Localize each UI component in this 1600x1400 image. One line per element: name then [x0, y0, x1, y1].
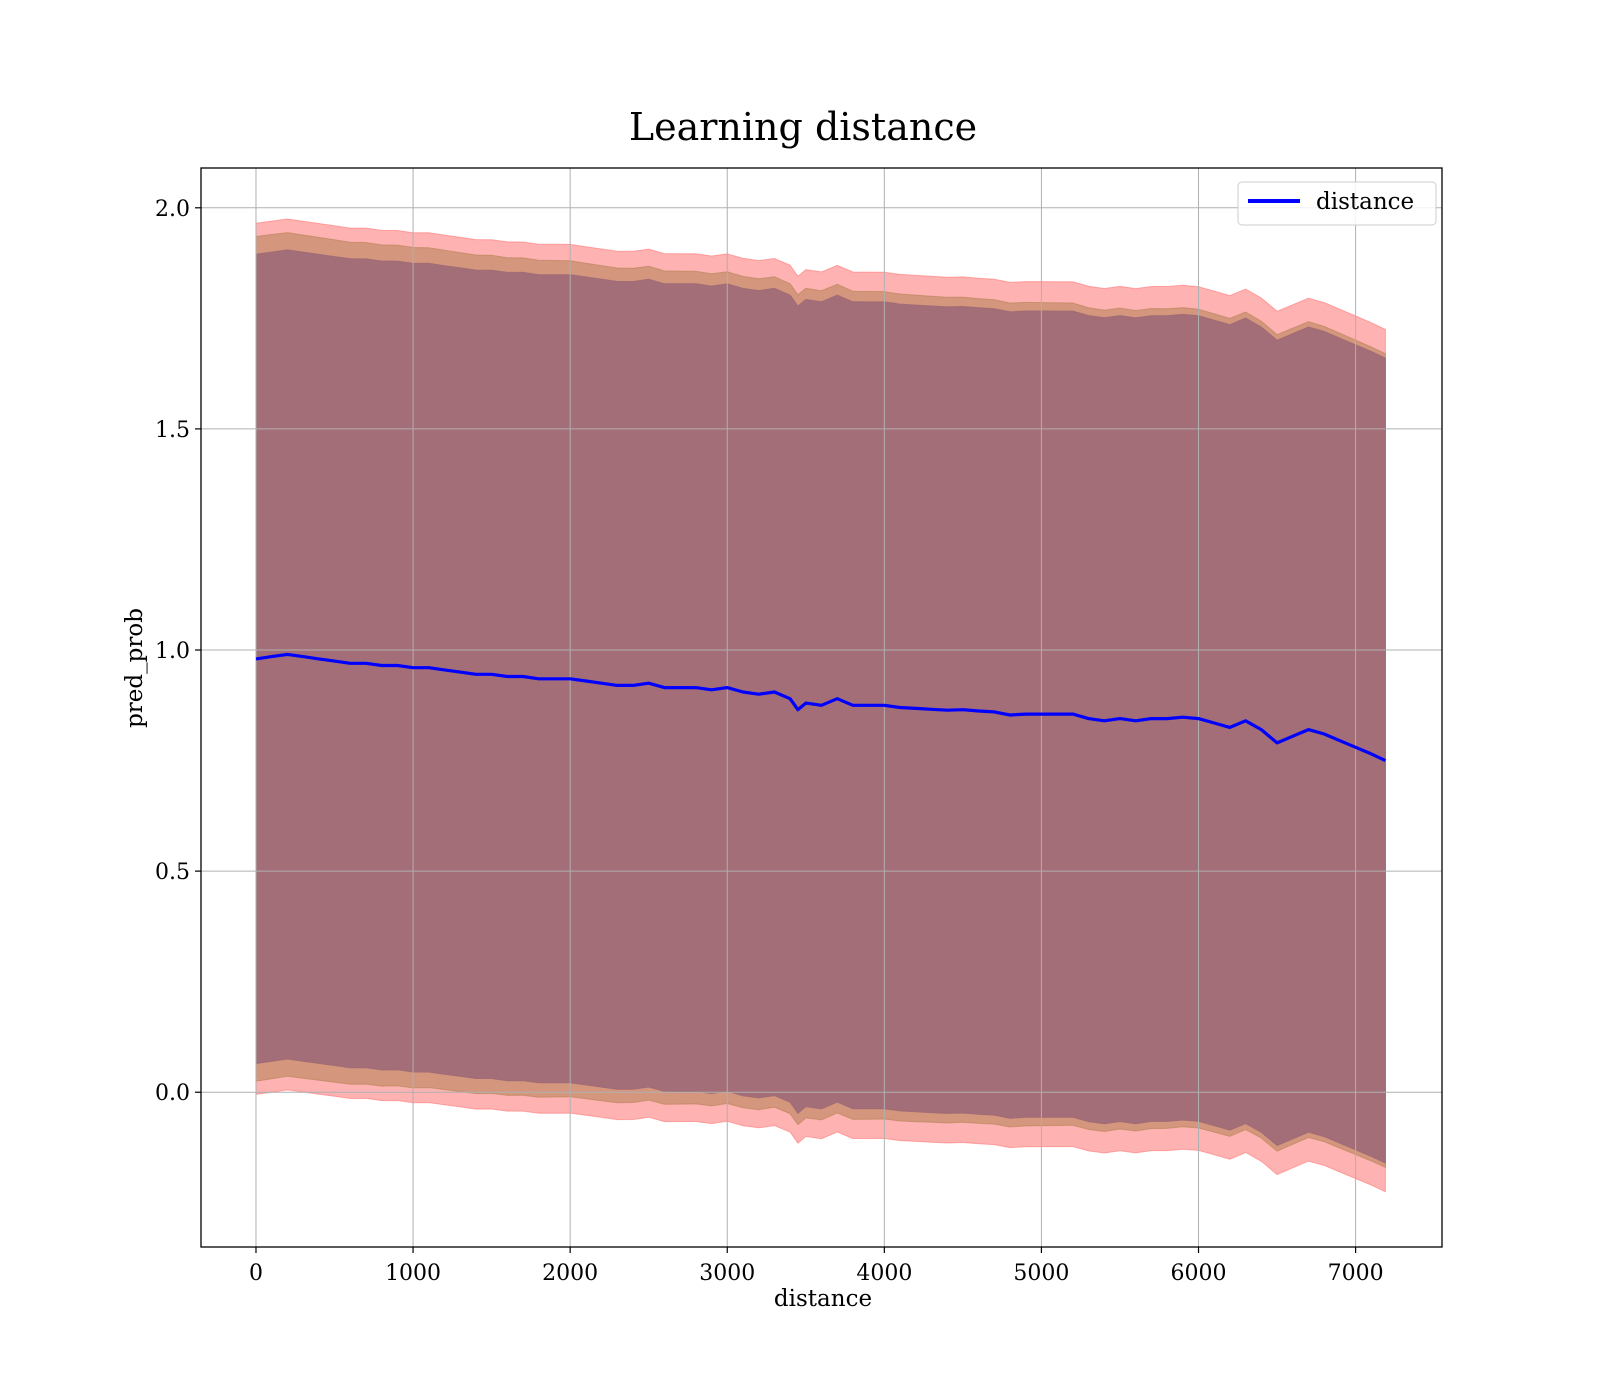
x-tick-label: 1000: [385, 1261, 441, 1286]
axes-frame: [200, 167, 1443, 1248]
x-tick-label: 3000: [699, 1261, 755, 1286]
plot-area: [200, 167, 1443, 1248]
x-tick-label: 2000: [542, 1261, 598, 1286]
y-tick-label: 0.5: [155, 860, 190, 885]
x-axis-label: distance: [774, 1286, 872, 1312]
legend-box: [1237, 181, 1437, 226]
series-line-distance: [255, 652, 1387, 763]
x-axis-ticks: 0 1000 2000 3000 4000 5000 6000 7000: [249, 1247, 1384, 1286]
y-axis-ticks: 0.0 0.5 1.0 1.5 2.0: [155, 197, 201, 1106]
x-tick-label: 4000: [856, 1261, 912, 1286]
series-lines: [255, 652, 1387, 763]
x-tick-label: 5000: [1013, 1261, 1069, 1286]
y-axis-label: pred_prob: [122, 608, 148, 728]
legend-label: distance: [1316, 189, 1414, 215]
x-tick-label: 0: [249, 1261, 263, 1286]
y-tick-label: 1.5: [155, 418, 190, 443]
legend: distance: [1237, 181, 1437, 226]
y-tick-label: 1.0: [155, 639, 190, 664]
x-tick-label: 7000: [1328, 1261, 1384, 1286]
y-tick-label: 2.0: [155, 197, 190, 222]
y-tick-label: 0.0: [155, 1081, 190, 1106]
x-tick-label: 6000: [1171, 1261, 1227, 1286]
grid: [201, 168, 1442, 1247]
chart-title: Learning distance: [629, 105, 977, 149]
